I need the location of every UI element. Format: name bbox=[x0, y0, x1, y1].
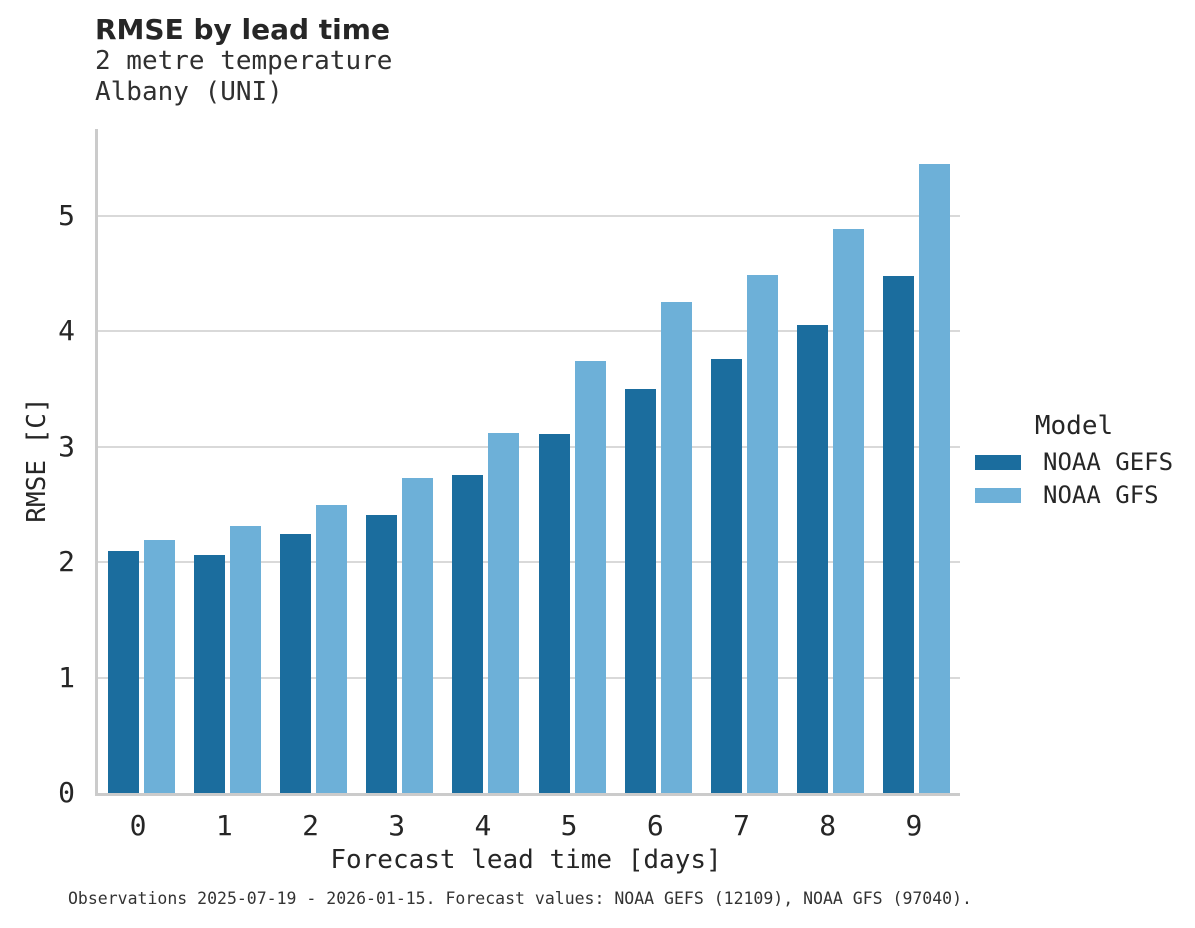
x-tick-label: 5 bbox=[560, 809, 578, 842]
gridline-y-3 bbox=[98, 445, 960, 448]
y-tick-label: 4 bbox=[58, 314, 75, 348]
gridline-y-5 bbox=[98, 214, 960, 217]
bar-noaa-gfs-lead-1 bbox=[229, 526, 261, 793]
x-tick-label: 8 bbox=[819, 809, 837, 842]
x-tick-label: 4 bbox=[474, 809, 492, 842]
bar-noaa-gefs-lead-6 bbox=[624, 388, 656, 793]
x-tick-label: 3 bbox=[388, 809, 406, 842]
chart-header: RMSE by lead time 2 metre temperature Al… bbox=[95, 14, 392, 108]
gefs-color-swatch bbox=[975, 454, 1021, 470]
y-tick-label: 5 bbox=[58, 198, 75, 232]
bar-noaa-gfs-lead-5 bbox=[574, 361, 606, 793]
x-axis-title: Forecast lead time [days] bbox=[330, 845, 722, 875]
bar-noaa-gefs-lead-3 bbox=[366, 514, 398, 793]
gfs-color-swatch bbox=[975, 487, 1021, 503]
y-tick-label: 2 bbox=[58, 545, 75, 579]
legend-label: NOAA GFS bbox=[1043, 481, 1159, 509]
bar-noaa-gfs-lead-2 bbox=[316, 505, 347, 793]
chart-subtitle-station: Albany (UNI) bbox=[95, 77, 283, 107]
bar-noaa-gefs-lead-4 bbox=[452, 475, 484, 793]
x-tick-label: 1 bbox=[215, 809, 233, 842]
bar-noaa-gefs-lead-1 bbox=[193, 555, 225, 793]
bar-noaa-gefs-lead-5 bbox=[538, 433, 570, 793]
footer-caption: Observations 2025-07-19 - 2026-01-15. Fo… bbox=[68, 889, 972, 908]
x-tick-label: 9 bbox=[905, 809, 923, 842]
bar-noaa-gefs-lead-7 bbox=[711, 358, 742, 793]
bar-noaa-gefs-lead-0 bbox=[107, 550, 139, 793]
bar-noaa-gfs-lead-3 bbox=[402, 477, 434, 793]
gridline-y-2 bbox=[98, 561, 960, 564]
y-tick-label: 1 bbox=[58, 660, 75, 694]
legend-entry-noaa-gefs: NOAA GEFS bbox=[975, 448, 1185, 476]
y-tick-label: 0 bbox=[58, 776, 75, 809]
x-tick-label: 0 bbox=[129, 809, 147, 842]
bar-noaa-gfs-lead-9 bbox=[919, 163, 951, 793]
x-tick-label: 6 bbox=[646, 809, 664, 842]
bar-noaa-gfs-lead-0 bbox=[143, 540, 175, 793]
bar-noaa-gfs-lead-8 bbox=[833, 229, 865, 793]
legend-entry-noaa-gfs: NOAA GFS bbox=[975, 481, 1185, 509]
gridline-y-4 bbox=[98, 330, 960, 333]
bar-noaa-gefs-lead-2 bbox=[280, 534, 311, 793]
bar-noaa-gefs-lead-9 bbox=[883, 275, 915, 793]
gridline-y-1 bbox=[98, 676, 960, 679]
bar-noaa-gefs-lead-8 bbox=[797, 325, 829, 793]
bar-noaa-gfs-lead-6 bbox=[660, 302, 692, 793]
x-tick-label: 7 bbox=[733, 809, 750, 842]
plot-area bbox=[95, 129, 960, 796]
legend-title: Model bbox=[1034, 411, 1114, 441]
bar-noaa-gfs-lead-4 bbox=[488, 432, 520, 793]
legend: Model NOAA GEFS NOAA GFS bbox=[975, 412, 1185, 516]
legend-label: NOAA GEFS bbox=[1043, 448, 1174, 476]
chart-title: RMSE by lead time bbox=[95, 13, 390, 46]
x-tick-label: 2 bbox=[302, 809, 319, 842]
bar-noaa-gfs-lead-7 bbox=[747, 274, 778, 793]
chart-subtitle-variable: 2 metre temperature bbox=[95, 46, 393, 76]
y-tick-label: 3 bbox=[58, 429, 75, 463]
